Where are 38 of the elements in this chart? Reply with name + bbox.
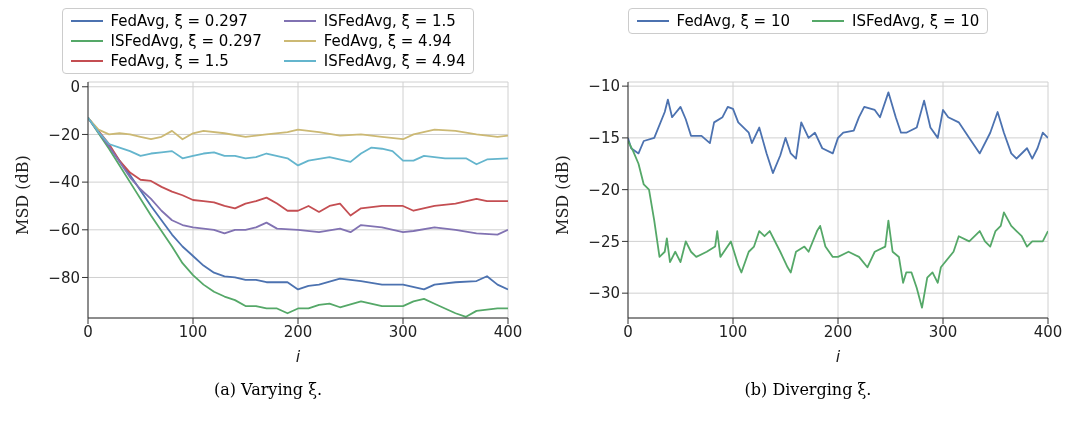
x-axis-title: i (835, 347, 841, 366)
line-series (88, 116, 508, 141)
y-tick-label: −80 (48, 268, 80, 287)
y-tick-label: −10 (588, 77, 620, 96)
line-series (628, 91, 1048, 174)
y-tick-label: −25 (588, 232, 620, 251)
legend-label: FedAvg, ξ = 1.5 (110, 52, 229, 70)
x-tick-label: 100 (718, 322, 748, 341)
y-tick-label: −40 (48, 173, 80, 192)
legend-label: FedAvg, ξ = 0.297 (110, 12, 248, 30)
text: (b) Diverging ξ. (743, 380, 873, 399)
legend-label: ISFedAvg, ξ = 10 (852, 12, 980, 30)
x-tick-label: 0 (623, 322, 633, 341)
legend-label: ISFedAvg, ξ = 1.5 (323, 12, 456, 30)
legend-label: FedAvg, ξ = 10 (676, 12, 791, 30)
y-axis-title: MSD (dB) (12, 155, 32, 235)
x-tick-label: 0 (83, 322, 93, 341)
y-tick-label: −20 (48, 125, 80, 144)
y-tick-label: 0 (70, 78, 80, 97)
x-tick-label: 400 (493, 322, 523, 341)
y-tick-label: −30 (588, 284, 620, 303)
x-tick-label: 300 (388, 322, 418, 341)
line-series (628, 140, 1048, 309)
y-axis-title: MSD (dB) (552, 155, 572, 235)
x-tick-label: 300 (928, 322, 958, 341)
x-tick-label: 100 (178, 322, 208, 341)
legend-label: ISFedAvg, ξ = 0.297 (110, 32, 262, 50)
y-tick-label: −20 (588, 180, 620, 199)
y-tick-label: −15 (588, 129, 620, 148)
x-axis-title: i (295, 347, 301, 366)
x-tick-label: 200 (823, 322, 853, 341)
x-tick-label: 400 (1033, 322, 1063, 341)
legend-label: FedAvg, ξ = 4.94 (323, 32, 452, 50)
line-series (88, 116, 508, 167)
legend-label: ISFedAvg, ξ = 4.94 (323, 52, 466, 70)
text: (a) Varying ξ. (212, 380, 324, 399)
x-tick-label: 200 (283, 322, 313, 341)
y-tick-label: −60 (48, 221, 80, 240)
